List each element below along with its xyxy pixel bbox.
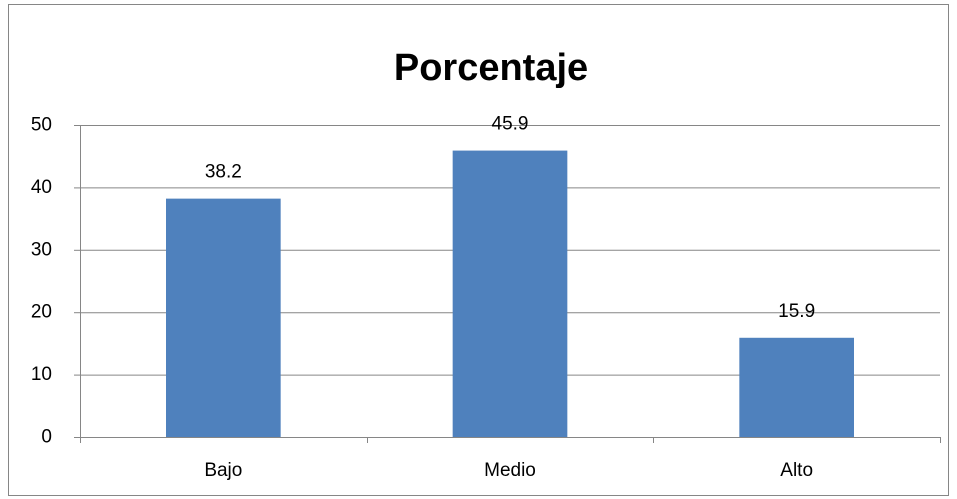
chart-title: Porcentaje <box>394 47 588 89</box>
data-label: 45.9 <box>492 114 529 135</box>
x-tick-label: Alto <box>780 460 813 481</box>
data-label: 15.9 <box>778 301 815 322</box>
bar <box>739 337 854 437</box>
y-tick-label: 0 <box>41 427 52 448</box>
data-label: 38.2 <box>205 162 242 183</box>
y-tick-label: 20 <box>31 302 52 323</box>
bar <box>166 198 281 437</box>
x-tick-label: Bajo <box>204 460 242 481</box>
y-tick-label: 50 <box>31 115 52 136</box>
x-tick-label: Medio <box>484 460 536 481</box>
y-tick-label: 40 <box>31 177 52 198</box>
y-tick-label: 10 <box>31 364 52 385</box>
y-tick-label: 30 <box>31 239 52 260</box>
bar <box>452 150 568 438</box>
